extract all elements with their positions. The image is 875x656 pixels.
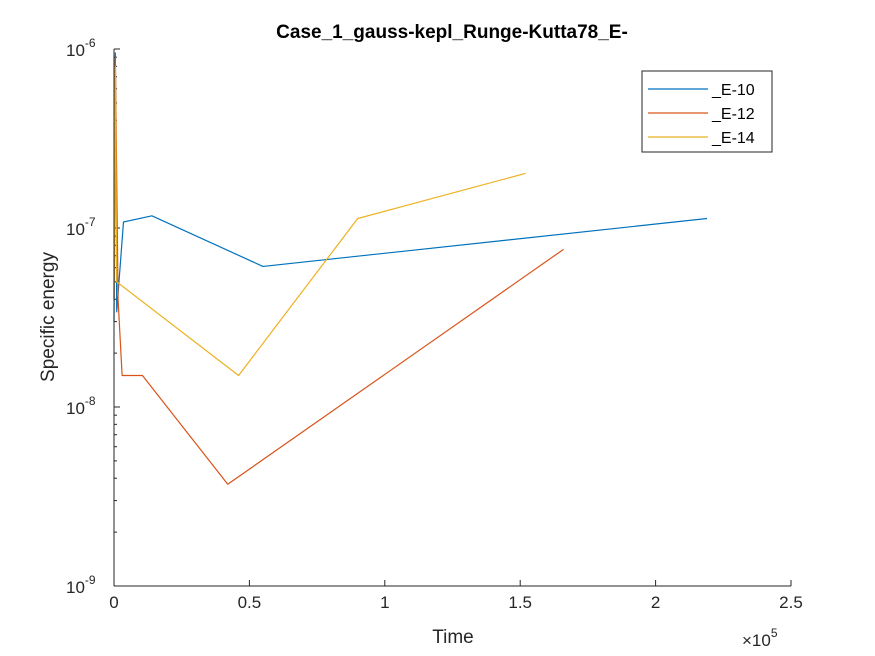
x-multiplier-exp: 5 (771, 626, 778, 640)
x-tick-label: 1.5 (508, 593, 532, 612)
y-tick-label: 10-8 (66, 394, 96, 418)
y-tick-label: 10-6 (66, 36, 96, 60)
y-tick-exp: -8 (85, 394, 96, 408)
y-tick-base: 10 (66, 41, 85, 60)
y-tick-base: 10 (66, 220, 85, 239)
y-tick-label: 10-7 (66, 215, 96, 239)
x-tick-label: 2.5 (779, 593, 803, 612)
y-tick-exp: -9 (85, 573, 96, 587)
y-tick-label: 10-9 (66, 573, 96, 597)
x-tick-label: 0.5 (238, 593, 262, 612)
legend-entry: _E-10 (711, 82, 755, 99)
series-line-1 (113, 52, 708, 322)
series-line-2 (113, 56, 564, 485)
x-tick-label: 2 (651, 593, 660, 612)
y-axis-ticks: 10-910-810-710-6 (66, 36, 120, 597)
x-multiplier-base: ×10 (742, 631, 771, 650)
x-tick-label: 1 (380, 593, 389, 612)
y-tick-exp: -6 (85, 36, 96, 50)
x-tick-label: 0 (109, 593, 118, 612)
x-multiplier: ×105 (742, 626, 778, 650)
x-axis-label: Time (432, 627, 474, 648)
y-tick-base: 10 (66, 399, 85, 418)
x-axis-ticks: 0 0.5 1 1.5 2 2.5 (109, 580, 803, 612)
y-axis-label: Specific energy (38, 252, 59, 382)
chart-title: Case_1_gauss-kepl_Runge-Kutta78_E- (276, 22, 628, 43)
legend-box (641, 70, 773, 153)
legend-entry: _E-12 (711, 106, 755, 123)
legend-entry: _E-14 (711, 130, 755, 147)
legend: _E-10 _E-12 _E-14 (641, 70, 773, 153)
series-line-3 (113, 65, 526, 377)
series-lines (113, 52, 708, 485)
y-tick-base: 10 (66, 578, 85, 597)
y-tick-exp: -7 (85, 215, 96, 229)
